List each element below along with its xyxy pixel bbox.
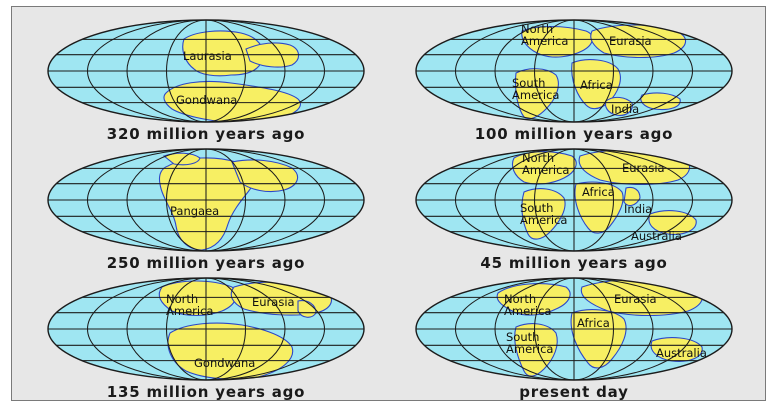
map-panel: Laurasia Gondwana 320 million years ago xyxy=(36,17,376,147)
label-north-america: North America xyxy=(522,151,570,177)
label-south-america: South America xyxy=(512,76,560,102)
meridian-line xyxy=(126,149,286,251)
world-map xyxy=(47,148,365,252)
meridian-line xyxy=(454,149,694,251)
map-panel: North America Eurasia Gondwana 135 million … xyxy=(36,275,376,405)
graticule xyxy=(48,20,364,122)
globe-outline xyxy=(415,277,733,381)
meridian-line xyxy=(165,149,247,251)
label-north-america: North America xyxy=(504,292,552,318)
landmass xyxy=(496,283,571,316)
landmass xyxy=(521,26,593,58)
label-south-america: South America xyxy=(520,201,568,227)
meridian-line xyxy=(86,20,326,122)
meridian-line xyxy=(165,278,247,380)
meridian-line xyxy=(126,278,286,380)
map-panel: North America Eurasia South America Africa I… xyxy=(404,17,744,147)
meridian-line xyxy=(86,149,326,251)
label-gondwana: Gondwana xyxy=(176,93,238,107)
meridian-line xyxy=(533,149,615,251)
graticule xyxy=(48,149,364,251)
globe-outline xyxy=(415,148,733,252)
globe-outline xyxy=(415,19,733,123)
label-pangaea: Pangaea xyxy=(170,204,220,218)
landmass xyxy=(650,337,703,362)
landmass xyxy=(158,280,237,317)
map-panel: North America Eurasia Africa South America A… xyxy=(404,275,744,405)
meridian-line xyxy=(494,20,654,122)
label-africa: Africa xyxy=(577,316,610,330)
map-caption: 320 million years ago xyxy=(106,125,306,143)
label-south-america: South America xyxy=(506,330,554,356)
label-india: India xyxy=(624,202,653,216)
map-caption: present day xyxy=(519,383,629,401)
map-panel: North America Eurasia Africa South America I… xyxy=(404,146,744,276)
meridian-line xyxy=(126,20,286,122)
label-gondwana: Gondwana xyxy=(194,356,256,370)
graticule xyxy=(416,20,732,122)
meridian-line xyxy=(165,20,247,122)
label-eurasia: Eurasia xyxy=(614,292,657,306)
label-australia: Australia xyxy=(631,229,682,243)
landmass xyxy=(182,30,264,77)
label-eurasia: Eurasia xyxy=(609,34,652,48)
world-map xyxy=(415,19,733,123)
world-map xyxy=(415,277,733,381)
globe-outline xyxy=(47,19,365,123)
label-eurasia: Eurasia xyxy=(622,161,665,175)
landmass xyxy=(640,92,681,111)
landmass xyxy=(514,323,558,377)
meridian-line xyxy=(494,149,654,251)
world-map xyxy=(47,19,365,123)
label-india: India xyxy=(611,102,640,116)
map-panel: Pangaea 250 million years ago xyxy=(36,146,376,276)
world-map xyxy=(415,148,733,252)
label-africa: Africa xyxy=(580,78,613,92)
graticule xyxy=(416,149,732,251)
label-laurasia: Laurasia xyxy=(183,49,232,63)
meridian-line xyxy=(533,278,615,380)
label-africa: Africa xyxy=(582,185,615,199)
meridian-line xyxy=(86,278,326,380)
map-caption: 100 million years ago xyxy=(474,125,674,143)
label-north-america: North America xyxy=(166,292,214,318)
map-caption: 45 million years ago xyxy=(480,254,668,272)
diagram-frame: Laurasia Gondwana 320 million years ago Nor… xyxy=(11,6,766,401)
label-eurasia: Eurasia xyxy=(252,295,295,309)
landmass xyxy=(623,186,641,207)
label-australia: Australia xyxy=(656,346,707,360)
globe-outline xyxy=(47,277,365,381)
map-caption: 135 million years ago xyxy=(106,383,306,401)
meridian-line xyxy=(494,278,654,380)
meridian-line xyxy=(533,20,615,122)
graticule xyxy=(416,278,732,380)
label-north-america: North America xyxy=(521,22,569,48)
landmass xyxy=(604,96,633,116)
world-map xyxy=(47,277,365,381)
globe-outline xyxy=(47,148,365,252)
meridian-line xyxy=(454,20,694,122)
map-caption: 250 million years ago xyxy=(106,254,306,272)
meridian-line xyxy=(454,278,694,380)
graticule xyxy=(48,278,364,380)
